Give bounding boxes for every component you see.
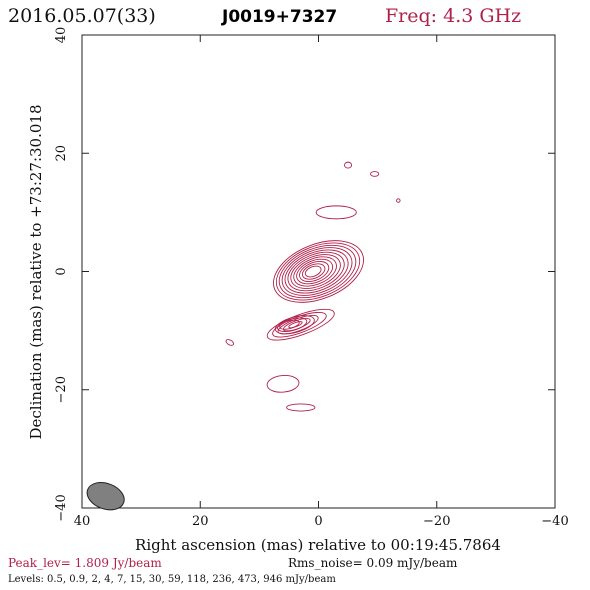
contour-level <box>293 256 337 287</box>
x-tick-label: 40 <box>74 514 91 529</box>
contour-level <box>225 339 235 346</box>
contour-level <box>277 317 308 332</box>
rms-noise: Rms_noise= 0.09 mJy/beam <box>288 556 458 570</box>
contour-level <box>344 161 353 169</box>
contour-level <box>370 171 380 177</box>
x-tick-label: 0 <box>314 514 322 529</box>
contour-lines <box>225 161 401 412</box>
beam-shape <box>86 482 125 511</box>
contour-level <box>274 315 315 335</box>
contour-level <box>396 198 401 203</box>
contour-level <box>266 308 335 341</box>
x-tick-label: −40 <box>541 514 568 529</box>
y-tick-label: 0 <box>54 267 69 275</box>
contour-level <box>315 205 357 220</box>
contour-level <box>275 242 361 301</box>
x-tick-label: −20 <box>423 514 450 529</box>
contour-level <box>286 403 316 412</box>
contour-level <box>273 240 364 303</box>
contour-level <box>284 249 349 294</box>
beam-ellipse <box>86 482 125 511</box>
plot-frame <box>81 34 556 509</box>
contour-level <box>279 319 300 330</box>
x-tick-label: 20 <box>192 514 209 529</box>
contour-level <box>296 258 334 285</box>
contour-level <box>277 315 319 335</box>
contour-level <box>287 251 345 292</box>
x-axis-label: Right ascension (mas) relative to 00:19:… <box>135 536 501 554</box>
contour-level <box>266 375 300 393</box>
contour-level <box>281 247 353 296</box>
contour-level <box>272 311 327 338</box>
contour-level <box>304 265 322 278</box>
axis-ticks: 40 20 0 −20 −40 −40 −20 0 20 40 <box>54 27 569 529</box>
peak-level: Peak_lev= 1.809 Jy/beam <box>8 556 162 570</box>
y-tick-label: 40 <box>54 27 69 44</box>
contour-level <box>301 263 326 280</box>
y-tick-label: 20 <box>54 145 69 162</box>
contour-level <box>299 261 330 282</box>
source-name: J0019+7327 <box>221 7 337 27</box>
y-tick-label: −40 <box>54 494 69 521</box>
frequency-label: Freq: 4.3 GHz <box>385 5 521 27</box>
contour-levels: Levels: 0.5, 0.9, 2, 4, 7, 15, 30, 59, 1… <box>8 574 336 585</box>
epoch-date: 2016.05.07(33) <box>8 5 156 27</box>
contour-level <box>290 254 341 289</box>
contour-level <box>278 244 357 299</box>
y-axis-label: Declination (mas) relative to +73:27:30.… <box>27 104 45 439</box>
y-tick-label: −20 <box>54 376 69 403</box>
